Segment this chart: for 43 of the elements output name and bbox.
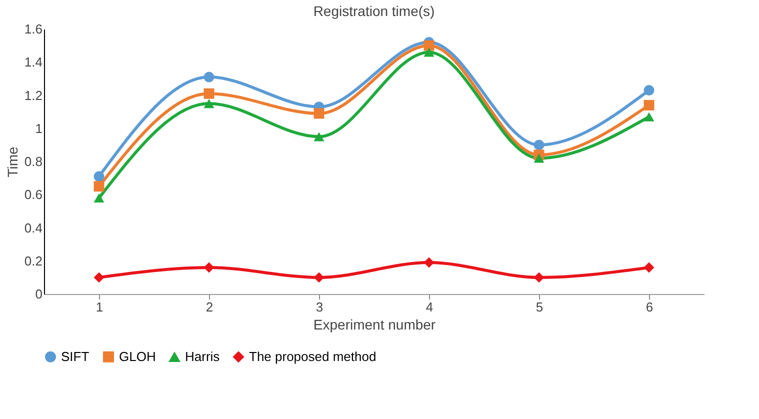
y-tick-label: 0.6 xyxy=(24,187,42,202)
y-tick-label: 0 xyxy=(35,286,42,302)
point xyxy=(94,171,104,182)
legend-label: SIFT xyxy=(61,348,90,364)
x-axis-title: Experiment number xyxy=(313,316,436,332)
y-tick-label: 0.4 xyxy=(24,220,42,236)
point xyxy=(644,262,654,273)
point xyxy=(204,72,214,82)
x-tick-label: 2 xyxy=(206,300,214,314)
point xyxy=(644,100,654,110)
point xyxy=(424,40,434,51)
chart-title: Registration time(s) xyxy=(313,3,435,19)
y-tick-label: 0.8 xyxy=(24,154,42,169)
legend-label: The proposed method xyxy=(249,348,376,364)
point xyxy=(644,85,654,96)
point xyxy=(204,98,214,108)
point xyxy=(204,88,214,99)
y-tick-label: 1 xyxy=(35,120,42,136)
x-tick-label: 4 xyxy=(426,300,434,314)
point xyxy=(94,272,104,283)
point xyxy=(94,193,104,202)
point xyxy=(314,132,324,142)
x-tick-label: 5 xyxy=(536,300,544,314)
point xyxy=(204,262,214,273)
point xyxy=(534,272,544,283)
x-tick-label: 6 xyxy=(646,300,654,314)
legend-label: GLOH xyxy=(119,348,156,364)
x-tick-label: 3 xyxy=(316,300,324,314)
y-axis-title: Time xyxy=(4,146,20,178)
point xyxy=(534,140,544,150)
point xyxy=(424,48,434,57)
point xyxy=(534,154,544,163)
point xyxy=(314,272,324,283)
point xyxy=(314,108,324,119)
y-tick-label: 1.6 xyxy=(24,22,42,36)
y-tick-label: 1.2 xyxy=(24,88,42,103)
y-tick-label: 0.2 xyxy=(24,253,42,268)
point xyxy=(424,257,434,268)
point xyxy=(94,181,104,192)
point xyxy=(644,112,654,122)
x-tick-label: 1 xyxy=(96,300,104,314)
legend-label: Harris xyxy=(185,349,220,364)
y-tick-label: 1.4 xyxy=(24,54,42,70)
